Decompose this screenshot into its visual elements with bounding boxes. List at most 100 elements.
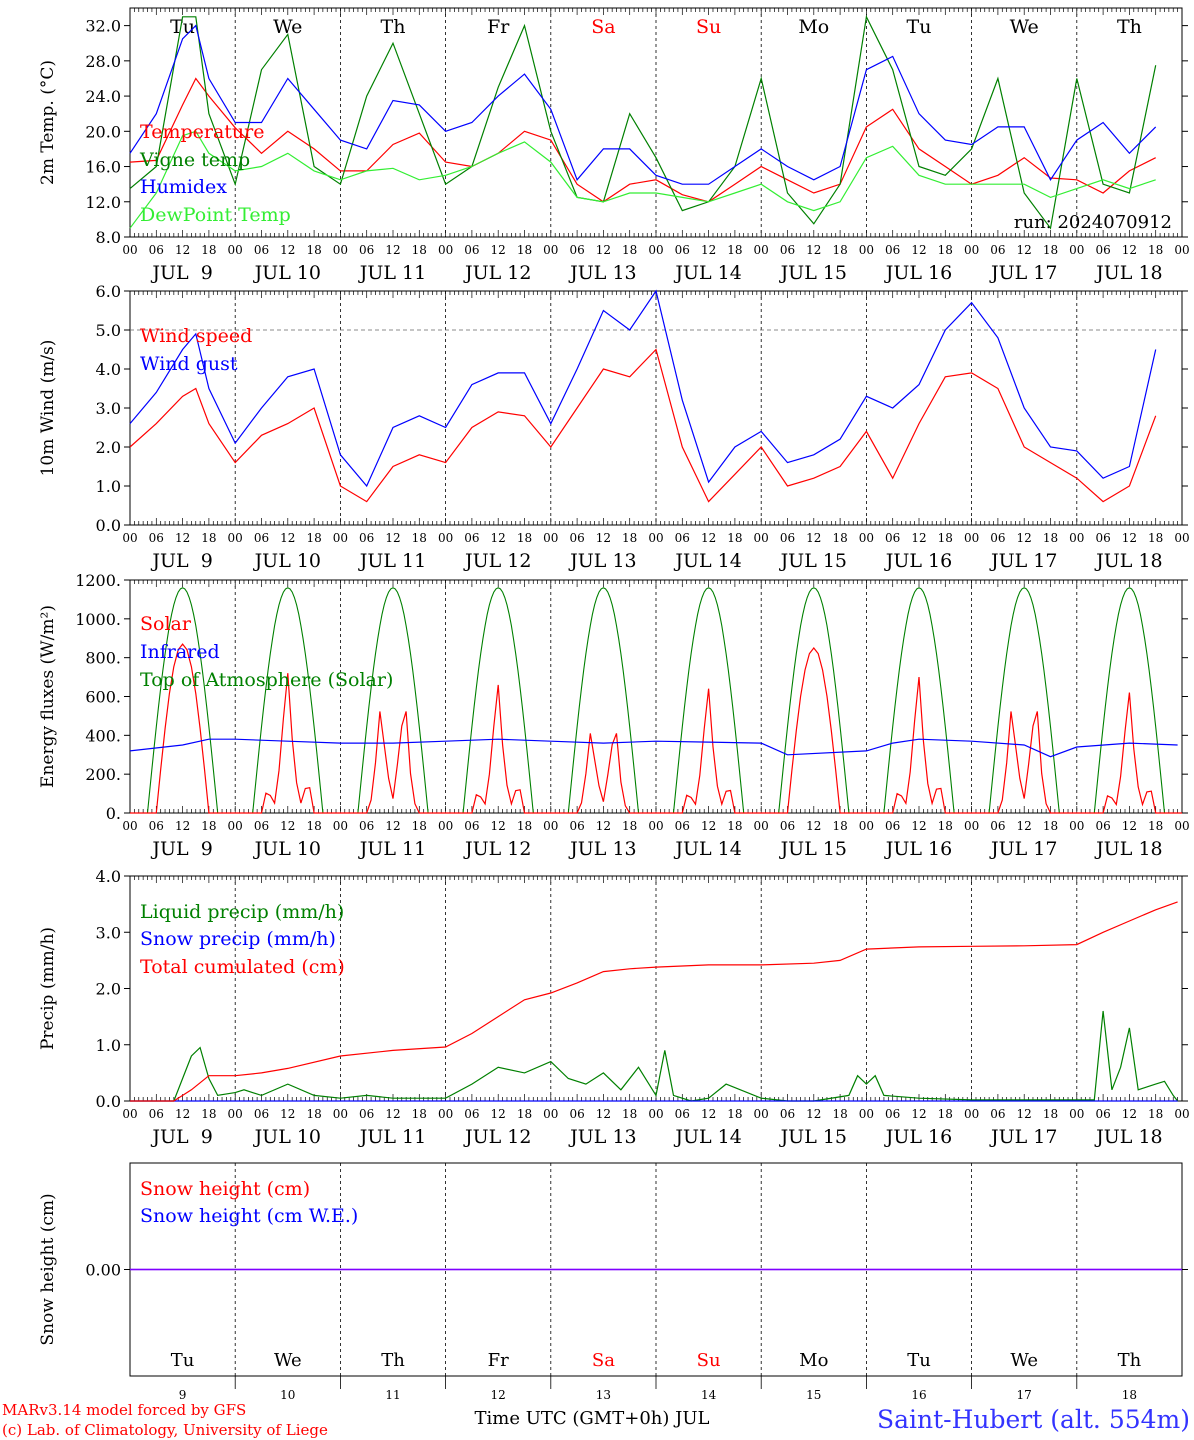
legend-entry: Wind speed <box>140 325 252 347</box>
y-tick-label: 2.0 <box>96 980 121 999</box>
series-line-liquid-precip-mm-h- <box>130 1010 1179 1102</box>
hour-label: 12 <box>491 243 506 257</box>
hour-label: 18 <box>832 243 847 257</box>
hour-label: 18 <box>1043 819 1058 833</box>
date-label: JUL 12 <box>463 1126 531 1148</box>
hour-label: 00 <box>543 243 558 257</box>
hour-label: 00 <box>228 531 243 545</box>
hour-label: 06 <box>359 531 374 545</box>
weekday-label: Mo <box>799 1350 828 1371</box>
date-label: JUL 10 <box>253 838 321 860</box>
date-label: JUL 17 <box>989 262 1057 284</box>
y-axis-label: Snow height (cm) <box>38 1193 58 1345</box>
hour-label: 18 <box>1148 819 1163 833</box>
day-number: 11 <box>385 1388 400 1402</box>
y-tick-label: 4.0 <box>96 360 121 379</box>
y-tick-label: 8.0 <box>96 228 121 247</box>
hour-label: 18 <box>412 243 427 257</box>
hour-label: 06 <box>780 243 795 257</box>
series-line-infrared <box>129 738 1178 758</box>
hour-label: 06 <box>149 531 164 545</box>
day-number: 9 <box>179 1388 187 1402</box>
hour-label: 06 <box>254 819 269 833</box>
y-tick-label: 0.0 <box>96 1092 121 1111</box>
hour-label: 12 <box>1017 819 1032 833</box>
series-line-wind-gust <box>129 289 1157 488</box>
legend-entry: DewPoint Temp <box>140 204 291 226</box>
y-tick-label: 3.0 <box>96 399 121 418</box>
hour-label: 18 <box>1043 1107 1058 1121</box>
legend-entry: Top of Atmosphere (Solar) <box>140 669 393 691</box>
hour-label: 06 <box>885 1107 900 1121</box>
weekday-label: Fr <box>487 16 510 38</box>
hour-label: 18 <box>622 243 637 257</box>
hour-label: 12 <box>280 243 295 257</box>
date-label: JUL 13 <box>568 262 636 284</box>
time-axis-title: Time UTC (GMT+0h) JUL <box>475 1408 710 1429</box>
hour-label: 18 <box>622 531 637 545</box>
hour-label: 00 <box>648 243 663 257</box>
date-label: JUL 16 <box>884 262 952 284</box>
legend-entry: Snow height (cm W.E.) <box>140 1205 358 1227</box>
hour-label: 18 <box>1043 243 1058 257</box>
date-label: JUL 15 <box>779 1126 847 1148</box>
hour-label: 00 <box>333 819 348 833</box>
hour-label: 06 <box>780 531 795 545</box>
y-tick-label: 3.0 <box>96 923 121 942</box>
hour-label: 06 <box>464 243 479 257</box>
y-tick-label: 28.0 <box>85 52 121 71</box>
y-tick-label: 400. <box>85 726 121 745</box>
hour-label: 18 <box>412 819 427 833</box>
hour-label: 12 <box>175 243 190 257</box>
hour-label: 00 <box>648 531 663 545</box>
series-line-total-cumulated-cm- <box>130 901 1178 1102</box>
hour-label: 00 <box>122 819 137 833</box>
hour-label: 06 <box>990 243 1005 257</box>
credit-line-2: (c) Lab. of Climatology, University of L… <box>2 1421 328 1439</box>
weekday-label: Th <box>381 1350 405 1371</box>
hour-label: 18 <box>201 531 216 545</box>
hour-label: 06 <box>675 531 690 545</box>
hour-label: 12 <box>1122 531 1137 545</box>
hour-label: 00 <box>438 531 453 545</box>
hour-label: 12 <box>1122 1107 1137 1121</box>
y-tick-label: 16.0 <box>85 158 121 177</box>
date-label: JUL 12 <box>463 838 531 860</box>
hour-label: 18 <box>938 531 953 545</box>
hour-label: 18 <box>727 243 742 257</box>
hour-label: 18 <box>727 1107 742 1121</box>
hour-label: 00 <box>754 1107 769 1121</box>
day-number: 12 <box>491 1388 506 1402</box>
legend-entry: Total cumulated (cm) <box>140 956 345 978</box>
weekday-label: Tu <box>171 1350 195 1371</box>
date-label: JUL 9 <box>150 550 212 572</box>
hour-label: 12 <box>806 819 821 833</box>
hour-label: 18 <box>306 819 321 833</box>
hour-label: 12 <box>596 819 611 833</box>
date-label: JUL 18 <box>1094 262 1162 284</box>
date-label: JUL 16 <box>884 1126 952 1148</box>
hour-label: 06 <box>254 1107 269 1121</box>
weekday-label: We <box>1010 1350 1038 1371</box>
hour-label: 18 <box>622 819 637 833</box>
hour-label: 06 <box>780 1107 795 1121</box>
hour-label: 12 <box>806 243 821 257</box>
legend-entry: Wind gust <box>140 353 238 375</box>
hour-label: 00 <box>859 819 874 833</box>
date-label: JUL 12 <box>463 550 531 572</box>
hour-label: 06 <box>254 531 269 545</box>
day-number: 15 <box>806 1388 821 1402</box>
hour-label: 00 <box>1069 243 1084 257</box>
hour-label: 00 <box>1174 243 1189 257</box>
hour-label: 00 <box>1174 1107 1189 1121</box>
y-tick-label: 1.0 <box>96 1036 121 1055</box>
hour-label: 06 <box>675 1107 690 1121</box>
date-label: JUL 9 <box>150 262 212 284</box>
hour-label: 06 <box>569 1107 584 1121</box>
hour-label: 12 <box>491 1107 506 1121</box>
hour-label: 06 <box>675 243 690 257</box>
hour-label: 06 <box>359 819 374 833</box>
hour-label: 06 <box>780 819 795 833</box>
series-line-temperature <box>129 77 1156 203</box>
hour-label: 00 <box>1069 531 1084 545</box>
